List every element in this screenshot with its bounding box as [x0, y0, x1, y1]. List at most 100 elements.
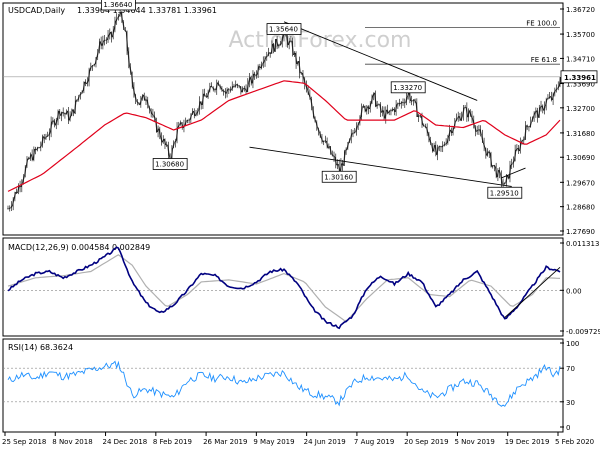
candle-body: [430, 140, 431, 144]
price-y-tick-label: 1.34710: [566, 55, 595, 63]
candle-body: [95, 57, 96, 64]
candle-body: [83, 82, 84, 91]
candle-body: [382, 110, 383, 112]
candle-body: [485, 148, 486, 156]
candle-body: [509, 165, 510, 178]
watermark: ActionForex.com: [229, 28, 412, 53]
candle-body: [56, 120, 57, 125]
candle-body: [435, 145, 436, 155]
candle-body: [416, 103, 417, 117]
candle-body: [25, 167, 26, 177]
candle-body: [140, 98, 141, 104]
candle-body: [59, 111, 60, 116]
candle-body: [475, 127, 476, 132]
candle-body: [178, 124, 179, 127]
candle-body: [66, 111, 67, 114]
candle-body: [42, 136, 43, 145]
candle-body: [380, 104, 381, 112]
candle-body: [52, 121, 53, 122]
candle-body: [45, 136, 46, 138]
candle-body: [368, 107, 369, 110]
candle-body: [76, 100, 77, 101]
rsi-y-tick-label: 30: [566, 399, 575, 407]
candle-body: [423, 125, 424, 127]
candle-body: [487, 152, 488, 156]
candle-body: [97, 51, 98, 57]
candle-body: [297, 61, 298, 64]
price-y-tick-label: 1.27690: [566, 228, 595, 236]
rsi-panel: [3, 361, 560, 406]
rsi-y-tick-label: 100: [566, 340, 579, 348]
candle-body: [366, 107, 367, 112]
candle-body: [111, 32, 112, 37]
candle-body: [32, 154, 33, 160]
candle-body: [261, 64, 262, 68]
candle-body: [314, 117, 315, 122]
candle-body: [456, 119, 457, 121]
candle-body: [470, 110, 471, 115]
candle-body: [126, 31, 127, 51]
candle-body: [16, 192, 17, 193]
candle-body: [525, 125, 526, 139]
candle-body: [504, 182, 505, 184]
candle-body: [399, 103, 400, 104]
candle-body: [94, 64, 95, 65]
candle-body: [344, 151, 345, 165]
candle-body: [339, 164, 340, 171]
candle-body: [161, 137, 162, 142]
candle-body: [180, 122, 181, 124]
macd-line: [8, 247, 560, 328]
candle-body: [137, 101, 138, 102]
candle-body: [63, 112, 64, 113]
price-y-tick-label: 1.35700: [566, 31, 595, 39]
candle-body: [220, 85, 221, 87]
x-tick-label: 26 Mar 2019: [203, 438, 247, 446]
candle-body: [88, 70, 89, 82]
candle-body: [482, 135, 483, 143]
candle-body: [61, 112, 62, 116]
candle-body: [489, 152, 490, 154]
candle-body: [415, 100, 416, 103]
candle-body: [118, 16, 119, 18]
candle-body: [492, 165, 493, 166]
candle-body: [547, 98, 548, 99]
candle-body: [356, 127, 357, 132]
candle-body: [149, 107, 150, 110]
candle-body: [133, 87, 134, 95]
candle-body: [197, 110, 198, 113]
price-y-tick-label: 1.28680: [566, 204, 595, 212]
candle-body: [163, 139, 164, 142]
candle-body: [327, 141, 328, 148]
candle-body: [346, 149, 347, 151]
candle-body: [546, 99, 547, 106]
candle-body: [508, 175, 509, 178]
candle-body: [330, 146, 331, 154]
candle-body: [49, 133, 50, 136]
candle-body: [116, 18, 117, 21]
candle-body: [559, 77, 560, 86]
candle-body: [245, 89, 246, 92]
candle-body: [394, 109, 395, 112]
candle-body: [278, 45, 279, 46]
candle-body: [484, 143, 485, 148]
candle-body: [173, 143, 174, 148]
candle-body: [87, 81, 88, 84]
candle-body: [101, 41, 102, 45]
candle-body: [145, 100, 146, 101]
candle-body: [337, 164, 338, 165]
candle-body: [377, 105, 378, 107]
candle-body: [451, 130, 452, 133]
candle-body: [156, 119, 157, 132]
candle-body: [553, 93, 554, 99]
candle-body: [206, 96, 207, 97]
candle-body: [168, 145, 169, 156]
candle-body: [258, 66, 259, 74]
candle-body: [537, 111, 538, 118]
price-y-tick-label: 1.36720: [566, 6, 595, 14]
candle-body: [142, 95, 143, 99]
candle-body: [266, 56, 267, 58]
candle-body: [544, 106, 545, 110]
candle-body: [461, 115, 462, 120]
candle-body: [518, 148, 519, 151]
